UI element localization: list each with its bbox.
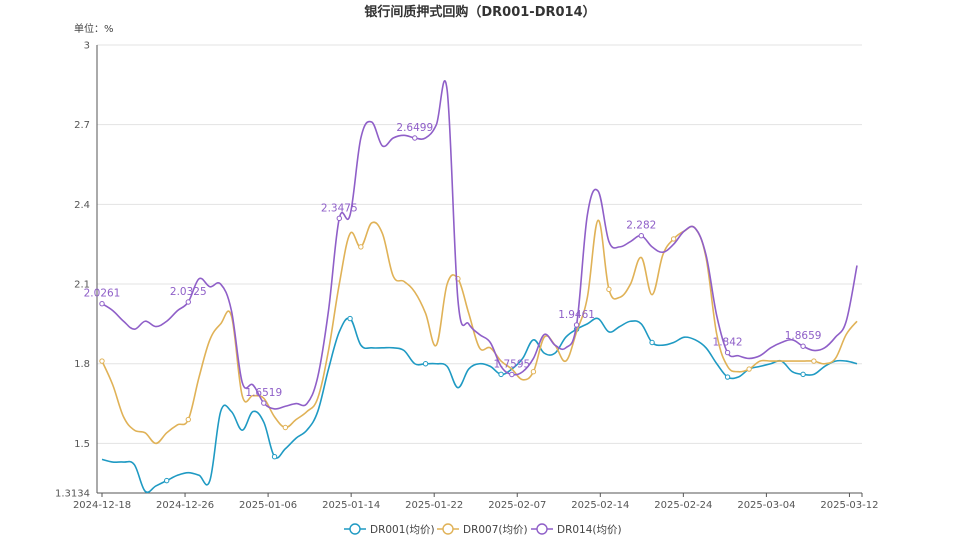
data-point [649, 339, 655, 346]
data-point [638, 233, 644, 239]
data-point [670, 236, 677, 242]
data-point [573, 322, 580, 328]
data-point [498, 371, 504, 378]
data-label: 1.8659 [785, 330, 822, 342]
x-tick-label: 2025-01-14 [322, 500, 380, 511]
data-point [746, 366, 752, 372]
series-line [101, 317, 858, 494]
series-layer: 2.0261 2.0325 1.6519 2.3475 2.6499 1.7595 1.94… [84, 80, 858, 494]
legend[interactable]: DR001(均价) DR007(均价) DR014(均价) [344, 523, 622, 536]
data-point [185, 299, 191, 305]
y-tick-label: 2.1 [74, 280, 90, 291]
data-point [336, 215, 342, 222]
legend-label: DR001(均价) [370, 524, 435, 536]
legend-marker [349, 523, 361, 535]
data-point [412, 135, 418, 141]
legend-marker [442, 523, 454, 535]
y-axis-unit-label: 单位：% [74, 22, 114, 35]
y-tick-label: 1.3134 [55, 489, 90, 500]
legend-label: DR014(均价) [557, 524, 622, 536]
data-point [509, 371, 515, 378]
data-label: 2.0261 [84, 288, 121, 300]
data-point [724, 349, 731, 356]
series-3: 2.0261 2.0325 1.6519 2.3475 2.6499 1.7595 1.94… [84, 80, 858, 410]
data-point [606, 286, 612, 293]
data-point [99, 358, 105, 364]
data-point [261, 400, 267, 406]
x-tick-label: 2025-01-06 [239, 500, 297, 511]
data-label: 2.282 [626, 220, 656, 232]
data-point [185, 416, 191, 423]
x-tick-label: 2025-02-24 [654, 500, 712, 511]
y-tick-label: 2.7 [74, 120, 90, 131]
chart-title: 银行间质押式回购（DR001-DR014） [364, 4, 595, 20]
data-point [811, 358, 817, 364]
y-tick-label: 2.4 [74, 200, 90, 211]
y-axis: 1.3134 1.5 1.8 2.1 2.4 2.7 3 [55, 41, 98, 500]
data-point [724, 374, 731, 380]
x-tick-label: 2025-01-22 [405, 500, 463, 511]
legend-item-1[interactable]: DR001(均价) [344, 523, 435, 536]
x-axis: 2024-12-18 2024-12-26 2025-01-06 2025-01-14… [73, 492, 879, 511]
x-tick-label: 2024-12-26 [156, 500, 214, 511]
legend-item-2[interactable]: DR007(均价) [437, 523, 528, 536]
data-label: 2.0325 [170, 286, 207, 298]
data-point [800, 371, 806, 378]
data-point [282, 424, 289, 431]
data-point [164, 477, 170, 484]
grid-lines [97, 44, 862, 444]
legend-marker [536, 523, 548, 535]
data-label: 2.6499 [396, 122, 433, 134]
legend-item-3[interactable]: DR014(均价) [531, 523, 622, 536]
data-label: 1.7595 [493, 359, 530, 371]
y-tick-label: 1.5 [74, 439, 90, 450]
series-line [101, 219, 858, 445]
x-tick-label: 2025-03-12 [820, 500, 878, 511]
x-tick-label: 2025-03-04 [737, 500, 795, 511]
y-tick-label: 3 [84, 41, 90, 52]
data-point [358, 244, 364, 250]
legend-label: DR007(均价) [463, 524, 528, 536]
data-point [99, 300, 105, 307]
y-tick-label: 1.8 [74, 359, 90, 370]
data-point [271, 454, 278, 460]
data-label: 1.842 [713, 337, 743, 349]
series-2 [99, 219, 858, 445]
data-label: 1.9461 [558, 309, 595, 321]
data-point [800, 343, 806, 349]
data-point [347, 315, 353, 322]
data-point [530, 369, 537, 375]
data-label: 2.3475 [321, 202, 358, 214]
series-line [101, 80, 858, 410]
x-tick-label: 2025-02-14 [571, 500, 629, 511]
data-label: 1.6519 [245, 387, 282, 399]
series-1 [101, 315, 858, 494]
x-tick-label: 2024-12-18 [73, 500, 131, 511]
data-point [422, 361, 429, 367]
x-tick-label: 2025-02-07 [488, 500, 546, 511]
